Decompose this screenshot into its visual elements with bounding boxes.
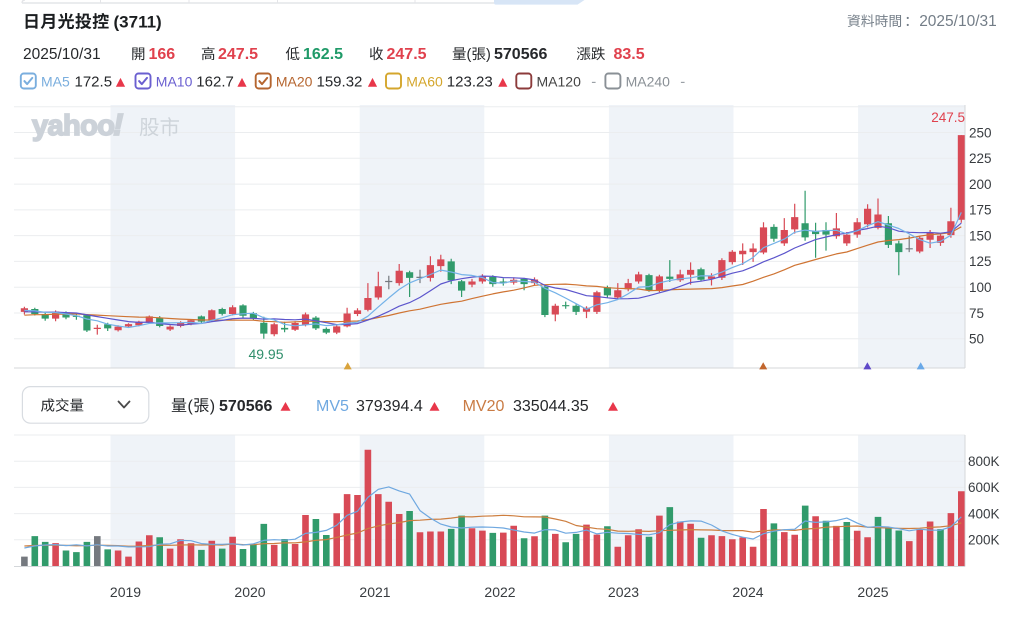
svg-text:): )	[210, 398, 215, 415]
svg-text:166: 166	[149, 46, 176, 63]
svg-text:100: 100	[969, 280, 992, 295]
svg-text:600K: 600K	[968, 480, 1000, 495]
svg-text:MV5: MV5	[316, 398, 349, 415]
svg-text:200: 200	[969, 177, 992, 192]
svg-text:MA240: MA240	[626, 74, 671, 90]
svg-text:(: (	[467, 47, 472, 63]
svg-text:2025/10/31: 2025/10/31	[919, 13, 997, 30]
svg-text:MA10: MA10	[156, 74, 193, 90]
svg-text:!: !	[113, 107, 123, 142]
svg-text:(3711): (3711)	[114, 13, 162, 32]
svg-text:400K: 400K	[968, 506, 1000, 521]
svg-text:172.5: 172.5	[75, 74, 113, 91]
svg-text:2020: 2020	[234, 584, 265, 600]
svg-text:2024: 2024	[732, 584, 763, 600]
svg-text:570566: 570566	[494, 46, 547, 63]
svg-text:800K: 800K	[968, 454, 1000, 469]
svg-text:175: 175	[969, 203, 992, 218]
svg-text:2019: 2019	[110, 584, 141, 600]
svg-text:225: 225	[969, 151, 992, 166]
svg-text:150: 150	[969, 228, 992, 243]
svg-text:2021: 2021	[359, 584, 390, 600]
svg-text:MV20: MV20	[463, 398, 505, 415]
svg-text:379394.4: 379394.4	[356, 398, 423, 415]
svg-text:2022: 2022	[484, 584, 515, 600]
svg-text:162.5: 162.5	[303, 46, 343, 63]
svg-text:2023: 2023	[608, 584, 639, 600]
svg-text:MA20: MA20	[276, 74, 313, 90]
svg-text:570566: 570566	[219, 398, 272, 415]
svg-text:49.95: 49.95	[248, 346, 283, 362]
svg-text:2025: 2025	[857, 584, 888, 600]
svg-text:50: 50	[969, 332, 984, 347]
svg-text:MA120: MA120	[537, 74, 582, 90]
svg-text:：: ：	[904, 13, 918, 29]
svg-text:75: 75	[969, 306, 984, 321]
svg-text:200K: 200K	[968, 533, 1000, 548]
svg-text:125: 125	[969, 254, 992, 269]
svg-text:247.5: 247.5	[218, 46, 258, 63]
svg-text:247.5: 247.5	[387, 46, 427, 63]
svg-text:): )	[486, 47, 491, 63]
svg-text:250: 250	[969, 125, 992, 140]
svg-text:-: -	[680, 74, 685, 91]
svg-text:123.23: 123.23	[447, 74, 493, 91]
svg-text:(: (	[188, 398, 194, 415]
svg-text:162.7: 162.7	[196, 74, 234, 91]
svg-text:159.32: 159.32	[317, 74, 363, 91]
svg-text:-: -	[591, 74, 596, 91]
svg-text:MA60: MA60	[406, 74, 443, 90]
svg-text:2025/10/31: 2025/10/31	[23, 46, 101, 63]
svg-text:83.5: 83.5	[614, 46, 645, 63]
svg-text:335044.35: 335044.35	[513, 398, 589, 415]
svg-text:247.5: 247.5	[931, 110, 965, 125]
svg-text:yahoo: yahoo	[32, 110, 114, 142]
svg-text:MA5: MA5	[41, 74, 70, 90]
